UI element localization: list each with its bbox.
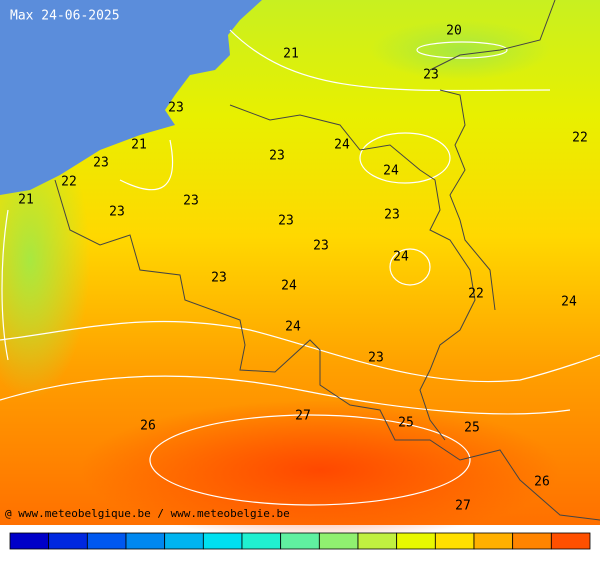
- colorbar-segment: [396, 532, 436, 550]
- sea: [0, 0, 262, 195]
- colorbar-segment: [164, 532, 204, 550]
- colorbar-segment: [280, 532, 320, 550]
- colorbar-segment: [357, 532, 398, 550]
- temperature-label: 20: [446, 24, 462, 39]
- temperature-label: 24: [393, 250, 409, 265]
- temperature-label: 22: [468, 287, 484, 302]
- colorbar-segment: [48, 532, 88, 550]
- colorbar-segment: [86, 532, 127, 550]
- temperature-label: 21: [131, 138, 147, 153]
- temperature-label: 22: [572, 131, 588, 146]
- credit: @ www.meteobelgique.be / www.meteobelgie…: [5, 507, 290, 520]
- colorbar-segment: [473, 532, 514, 550]
- temperature-label: 23: [423, 68, 439, 83]
- temperature-label: 24: [285, 320, 301, 335]
- temperature-label: 23: [93, 156, 109, 171]
- colorbar-segment: [434, 532, 475, 550]
- temperature-label: 24: [383, 164, 399, 179]
- temperature-label: 23: [211, 271, 227, 286]
- temperature-label: 22: [61, 175, 77, 190]
- temperature-label: 23: [384, 208, 400, 223]
- temperature-label: 23: [109, 205, 125, 220]
- temperature-label: 23: [313, 239, 329, 254]
- isotherms: [0, 29, 600, 506]
- temperature-label: 21: [18, 193, 34, 208]
- temperature-label: 27: [295, 409, 311, 424]
- temperature-label: 25: [398, 416, 414, 431]
- temperature-label: 23: [168, 101, 184, 116]
- temperature-label: 26: [140, 419, 156, 434]
- temperature-label: 24: [281, 279, 297, 294]
- hot-zone: [80, 400, 560, 540]
- colorbar-segment: [550, 532, 591, 550]
- colorbar-segment: [9, 532, 50, 550]
- colorbar-segment: [318, 532, 359, 550]
- colorbar: [9, 532, 591, 550]
- temperature-label: 21: [283, 47, 299, 62]
- temperature-label: 23: [368, 351, 384, 366]
- temperature-label: 24: [561, 295, 577, 310]
- cool-zone: [370, 20, 550, 80]
- map-title: Max 24-06-2025: [10, 9, 120, 24]
- colorbar-segment: [241, 532, 282, 550]
- temperature-label: 25: [464, 421, 480, 436]
- colorbar-segment: [202, 532, 243, 550]
- temperature-label: 23: [183, 194, 199, 209]
- colorbar-segment: [125, 532, 166, 550]
- temperature-label: 23: [269, 149, 285, 164]
- temperature-labels: 20 21 23 23 22 21 24 23 23 24 22 21 23 23 23 23 23 24 23 24…: [18, 24, 588, 514]
- borders: [54, 0, 600, 521]
- temperature-label: 26: [534, 475, 550, 490]
- temperature-label: 24: [334, 138, 350, 153]
- temperature-label: 23: [278, 214, 294, 229]
- colorbar-segment: [512, 532, 552, 550]
- temperature-label: 27: [455, 499, 471, 514]
